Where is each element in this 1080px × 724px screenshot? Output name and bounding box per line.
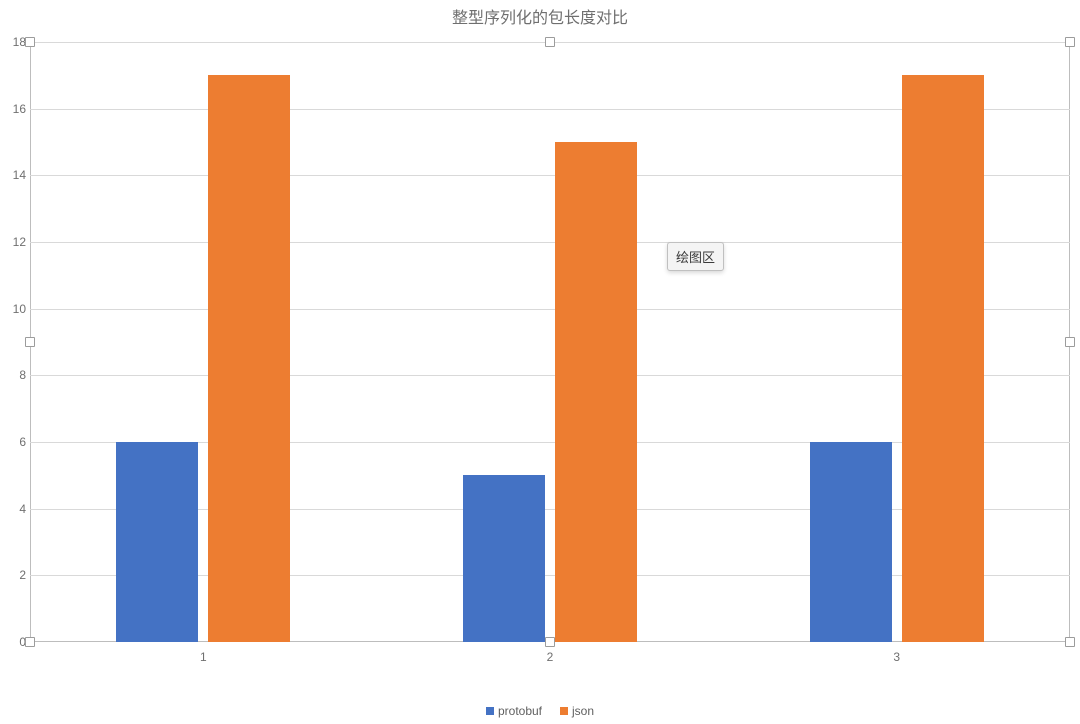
selection-handle-tm[interactable] — [545, 37, 555, 47]
bar-json[interactable] — [555, 142, 637, 642]
x-tick-label: 1 — [200, 650, 207, 664]
chart-title: 整型序列化的包长度对比 — [0, 4, 1080, 28]
bar-protobuf[interactable] — [463, 475, 545, 642]
y-tick-label: 10 — [2, 302, 26, 316]
y-tick-label: 6 — [2, 435, 26, 449]
legend-swatch-json — [560, 707, 568, 715]
legend-swatch-protobuf — [486, 707, 494, 715]
y-tick-label: 14 — [2, 168, 26, 182]
bar-json[interactable] — [902, 75, 984, 642]
plot-area[interactable]: 024681012141618 123 绘图区 — [30, 42, 1070, 642]
selection-handle-mr[interactable] — [1065, 337, 1075, 347]
plot-tooltip: 绘图区 — [667, 242, 724, 271]
y-tick-label: 8 — [2, 368, 26, 382]
x-tick-label: 3 — [893, 650, 900, 664]
selection-handle-tl[interactable] — [25, 37, 35, 47]
bar-protobuf[interactable] — [810, 442, 892, 642]
legend-item-json[interactable]: json — [560, 704, 594, 718]
y-tick-label: 0 — [2, 635, 26, 649]
legend-label-json: json — [572, 704, 594, 718]
y-tick-label: 18 — [2, 35, 26, 49]
x-tick-label: 2 — [547, 650, 554, 664]
y-tick-label: 16 — [2, 102, 26, 116]
selection-handle-br[interactable] — [1065, 637, 1075, 647]
legend-label-protobuf: protobuf — [498, 704, 542, 718]
selection-handle-ml[interactable] — [25, 337, 35, 347]
selection-handle-tr[interactable] — [1065, 37, 1075, 47]
legend-item-protobuf[interactable]: protobuf — [486, 704, 542, 718]
bar-json[interactable] — [208, 75, 290, 642]
bar-protobuf[interactable] — [116, 442, 198, 642]
selection-handle-bl[interactable] — [25, 637, 35, 647]
y-tick-label: 4 — [2, 502, 26, 516]
selection-handle-bm[interactable] — [545, 637, 555, 647]
y-tick-label: 2 — [2, 568, 26, 582]
legend: protobuf json — [0, 704, 1080, 718]
y-tick-label: 12 — [2, 235, 26, 249]
chart-container: 整型序列化的包长度对比 024681012141618 123 绘图区 prot… — [0, 0, 1080, 724]
